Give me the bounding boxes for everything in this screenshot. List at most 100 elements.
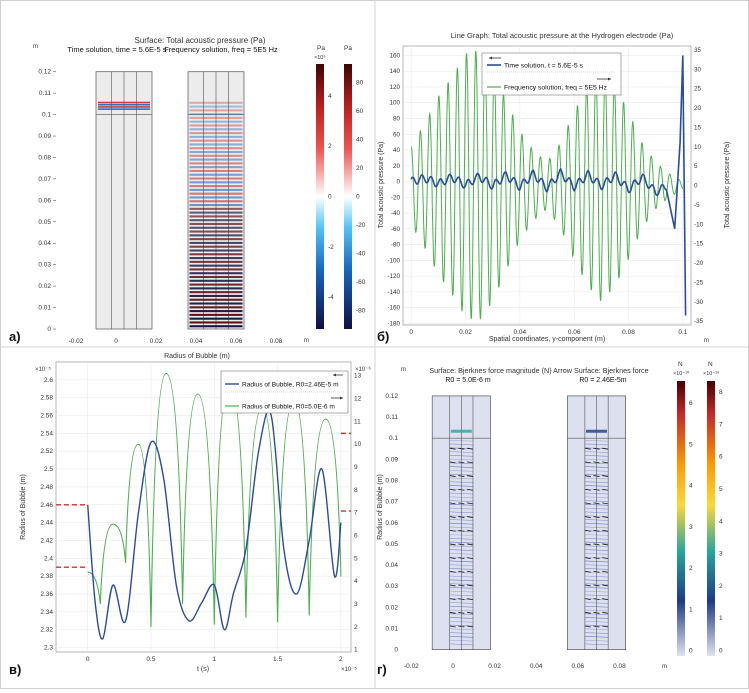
pressure-band [189, 132, 243, 135]
pressure-band [189, 279, 243, 282]
x-tick-label: 0.04 [530, 663, 543, 670]
pressure-band [189, 143, 243, 146]
colorbar-tick-label: 80 [356, 80, 364, 87]
pressure-band [189, 200, 243, 203]
y-tick-label: 0.06 [385, 520, 398, 527]
pressure-band [189, 264, 243, 267]
colorbar-tick-label: 3 [719, 551, 723, 558]
colorbar-tick-label: 4 [328, 93, 332, 100]
x-tick-label: 0.5 [146, 656, 155, 663]
x-tick-label: 0 [409, 329, 413, 336]
pressure-band [189, 291, 243, 294]
y-tick-label: 0 [47, 326, 51, 333]
panel-b-legend: Time solution, t = 5.6E-5 s Frequency so… [481, 52, 622, 96]
colorbar-tick-label: -20 [356, 222, 366, 229]
panel-b-ylabel-right: Total acoustic pressure (Pa) [724, 142, 731, 229]
pressure-band [189, 169, 243, 172]
y2-tick-label: -20 [694, 260, 704, 267]
force-arrow [449, 611, 456, 614]
y-tick-label: 0.01 [38, 305, 51, 312]
pressure-band [189, 298, 243, 301]
panel-a-cb2-unit: Pa [344, 45, 352, 52]
colorbar-tick-label: 4 [689, 483, 693, 490]
y2-tick-label: 2 [354, 624, 358, 631]
y-tick-label: 2.6 [44, 377, 53, 384]
pressure-band [189, 196, 243, 199]
pressure-band [189, 113, 243, 116]
pressure-band [189, 302, 243, 305]
y-tick-label: 80 [393, 116, 401, 123]
force-arrow [602, 543, 609, 546]
pressure-band [98, 101, 150, 104]
y2-tick-label: 5 [694, 163, 698, 170]
panel-a-cb2-ticks: 80 60 40 20 0 -20 -40 -60 -80 [356, 80, 366, 315]
force-arrow [449, 625, 456, 628]
series-time-solution [410, 55, 687, 316]
y-tick-label: -100 [387, 257, 400, 264]
y-tick-label: 2.36 [40, 591, 53, 598]
x-tick-label: 0.02 [488, 663, 501, 670]
force-arrow [584, 502, 591, 505]
panel-a-cb1-ticks: 4 2 0 -2 -4 [328, 93, 334, 301]
y-tick-label: 0.08 [385, 477, 398, 484]
pressure-band [189, 147, 243, 150]
pressure-band [189, 287, 243, 290]
force-arrow [584, 529, 591, 532]
force-arrow [584, 447, 591, 450]
force-arrow [466, 461, 474, 464]
colorbar-tick-label: 40 [356, 137, 364, 144]
x-tick-label: 0.1 [678, 329, 687, 336]
colorbar-tick-label: 5 [719, 486, 723, 493]
panel-b-ylabel: Total acoustic pressure (Pa) [378, 142, 385, 229]
pressure-band [189, 325, 243, 328]
legend-label-r0-2-46e-5: Radius of Bubble, R0=2.46E-5 m [242, 382, 339, 389]
y-tick-label: 0.03 [38, 262, 51, 269]
y2-tick-label: 15 [694, 124, 702, 131]
y2-tick-label: 12 [354, 396, 362, 403]
force-arrow [584, 625, 591, 628]
colorbar-tick-label: -2 [328, 244, 334, 251]
pressure-band [189, 116, 243, 119]
y-tick-label: 2.52 [40, 448, 53, 455]
panel-b-x-unit: m [704, 338, 709, 344]
colorbar-tick-label: 1 [719, 615, 723, 622]
force-arrow [602, 488, 609, 491]
y-tick-label: 2.54 [40, 430, 53, 437]
pressure-band [98, 103, 150, 106]
x-tick-label: 0.04 [190, 338, 203, 345]
colorbar-tick-label: -60 [356, 279, 366, 286]
domain-time-solution [95, 71, 153, 330]
x-tick-label: 0 [451, 663, 455, 670]
pressure-band [189, 257, 243, 260]
panel-a-colorbar-1 [316, 64, 324, 329]
y-tick-label: 60 [393, 131, 401, 138]
force-arrow [602, 502, 609, 505]
x-tick-label: 2 [339, 656, 343, 663]
y2-tick-label: -15 [694, 241, 704, 248]
y2-tick-label: 5 [354, 555, 358, 562]
y2-tick-label: 7 [354, 510, 358, 517]
panel-a: Surface: Total acoustic pressure (Pa) Ti… [9, 36, 366, 360]
pressure-band [189, 230, 243, 233]
pressure-band [189, 158, 243, 161]
panel-d-cb1-exponent: ×10⁻¹⁰ [673, 370, 690, 377]
force-arrow [602, 461, 609, 464]
pressure-band [189, 124, 243, 127]
colorbar-tick-label: 7 [719, 421, 723, 428]
y-tick-label: 2.32 [40, 627, 53, 634]
pressure-band [189, 253, 243, 256]
pressure-band [189, 313, 243, 316]
panel-a-left-label: Time solution, time = 5.6E-5 s [67, 45, 166, 54]
domain-r0-2-46e-5 [567, 395, 626, 651]
panel-d-colorbar-1 [677, 381, 685, 656]
panel-c-legend: Radius of Bubble, R0=2.46E-5 m Radius of… [220, 370, 349, 414]
force-arrow [602, 557, 609, 560]
panel-a-colorbar-2 [344, 64, 352, 329]
colorbar-tick-label: 2 [689, 565, 693, 572]
force-arrow [449, 516, 456, 518]
force-arrow [449, 461, 456, 464]
force-arrow [466, 543, 474, 546]
panel-c-ticks: 2.3 2.32 2.34 2.36 2.38 2.4 2.42 2.44 2.46 2.48 2.… [40, 373, 361, 663]
force-arrow [449, 475, 456, 477]
panel-d-cb1-unit: N [678, 361, 683, 368]
